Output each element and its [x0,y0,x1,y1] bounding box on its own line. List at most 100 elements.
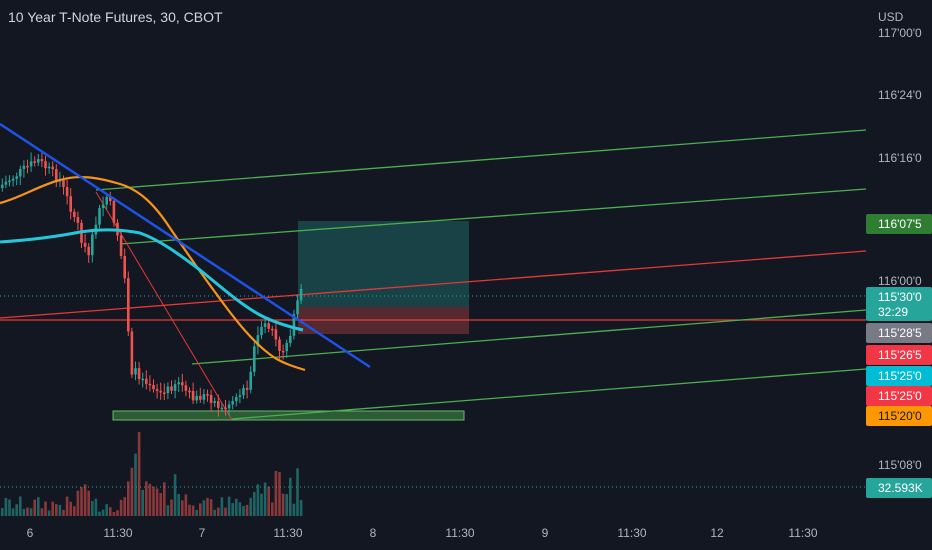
volume-bar [202,500,206,516]
candle-body [69,196,72,212]
volume-bar [235,498,238,516]
price-scale[interactable]: USD 117'00'0 116'24'0 116'16'0 116'00'0 … [878,10,922,472]
candle-body [91,234,94,256]
candle-body [235,397,238,402]
volume-bar [109,507,112,516]
price-tag-orange-ma: 115'20'0 [878,409,922,423]
volume-bar [289,477,292,516]
volume-bar [199,503,202,516]
candle-body [184,385,188,391]
volume-bar [191,505,195,516]
price-tag-stop: 115'26'5 [878,348,922,362]
volume-bar [55,504,58,516]
candle-body [263,323,267,327]
time-tick: 11:30 [617,526,646,540]
support-zone-rectangle[interactable] [112,410,465,421]
candle-body [242,388,245,396]
chart-title: 10 Year T-Note Futures, 30, CBOT [8,9,223,25]
position-stop-zone[interactable] [298,307,469,334]
candle-body [278,339,281,351]
candle-body [163,392,166,394]
volume-bar [8,499,11,516]
candle-body [112,201,116,223]
time-tick: 11:30 [788,526,817,540]
candle-body [253,346,256,372]
time-tick: 6 [27,526,34,540]
candle-body [227,404,231,409]
candle-body [220,407,224,410]
volume-bar [58,504,62,516]
candle-body [51,166,54,170]
candle-body [1,184,4,188]
candle-body [292,314,296,336]
candle-body [217,401,220,408]
volume-bar [51,501,54,516]
moving-average-teal[interactable] [0,228,304,332]
volume-bar [242,505,245,516]
candle-body [199,395,202,400]
volume-bar [11,508,15,516]
volume-bar [29,508,33,516]
volume-bar [87,490,90,516]
price-tag-last: 115'30'0 [878,290,922,304]
candle-body [26,165,29,168]
candle-body [274,329,278,340]
candle-body [8,180,11,183]
candle-body [19,168,22,177]
volume-bar [98,511,101,516]
channel-line-4[interactable] [231,368,867,420]
candle-body [299,288,303,301]
position-target-zone[interactable] [298,221,469,307]
volume-bar [163,482,166,516]
candle-body [285,343,288,352]
volume-bar [195,509,198,516]
currency-label: USD [878,10,904,24]
volume-bar [91,500,94,516]
volume-bar [292,503,296,516]
moving-average-orange[interactable] [0,175,306,372]
candle-body [101,204,105,209]
candle-body [123,256,126,279]
candle-body [11,178,15,181]
volume-bar [134,453,137,516]
volume-bar [278,472,281,516]
volume-bar [159,493,162,516]
candle-body [65,187,69,197]
volume-bar [227,496,231,516]
volume-bar [40,508,44,516]
volume-bar [37,497,40,516]
volume-bar [73,506,76,516]
candle-body [55,169,58,182]
price-tick: 116'00'0 [878,274,922,288]
candle-body [249,371,252,390]
volume-bar [101,509,105,516]
channel-line-2[interactable] [119,188,867,245]
channel-line-1[interactable] [95,129,867,191]
time-scale[interactable]: 6 11:30 7 11:30 8 11:30 9 11:30 12 11:30 [27,526,818,540]
volume-bar [62,509,65,516]
volume-bar [112,511,116,516]
candle-body [191,391,195,401]
candle-body [105,196,108,205]
candle-body [134,368,137,375]
candle-body [181,382,184,386]
volume-bar [1,508,4,516]
candle-body [213,401,216,403]
price-candles [1,150,303,417]
volume-bar [148,483,152,516]
volume-bar [116,510,119,516]
volume-bar [65,496,69,516]
volume-bar [231,503,234,516]
candle-body [173,384,177,391]
candle-body [37,159,40,163]
candle-body [33,161,36,163]
price-tick: 117'00'0 [878,26,922,40]
candle-body [256,335,260,347]
channel-line-red[interactable] [0,250,867,319]
channel-line-3[interactable] [191,309,867,365]
trend-line-blue[interactable] [0,122,371,369]
candle-body [195,395,198,401]
volume-bar [26,507,29,516]
volume-bar [4,497,8,516]
